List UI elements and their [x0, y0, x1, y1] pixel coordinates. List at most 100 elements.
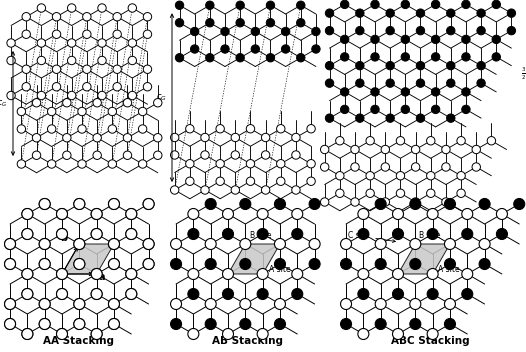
Polygon shape: [62, 244, 114, 274]
Circle shape: [39, 298, 50, 309]
Circle shape: [356, 79, 364, 87]
Circle shape: [74, 239, 85, 250]
Circle shape: [416, 26, 424, 35]
Circle shape: [138, 107, 147, 116]
Text: ABC Stacking: ABC Stacking: [391, 336, 469, 346]
Circle shape: [67, 4, 76, 12]
Circle shape: [186, 125, 194, 133]
Circle shape: [410, 239, 421, 250]
Circle shape: [356, 9, 364, 17]
Circle shape: [170, 258, 181, 270]
Circle shape: [371, 0, 379, 8]
Circle shape: [427, 228, 438, 239]
Circle shape: [143, 13, 151, 21]
Circle shape: [477, 62, 485, 70]
Text: B site: B site: [419, 231, 441, 240]
Circle shape: [492, 53, 500, 61]
Circle shape: [206, 19, 214, 27]
Circle shape: [386, 26, 394, 35]
Circle shape: [309, 239, 320, 250]
Circle shape: [442, 198, 450, 206]
Circle shape: [416, 114, 424, 122]
Circle shape: [22, 328, 33, 339]
Circle shape: [307, 177, 315, 186]
Circle shape: [401, 0, 410, 8]
Circle shape: [275, 298, 286, 309]
Circle shape: [222, 289, 234, 300]
Circle shape: [447, 9, 455, 17]
Circle shape: [205, 199, 216, 209]
Circle shape: [39, 239, 50, 250]
Circle shape: [91, 328, 102, 339]
Circle shape: [371, 53, 379, 61]
Circle shape: [427, 171, 435, 180]
Circle shape: [444, 298, 456, 309]
Circle shape: [366, 137, 375, 145]
Circle shape: [22, 289, 33, 300]
Circle shape: [83, 13, 91, 21]
Circle shape: [22, 208, 33, 220]
Circle shape: [416, 62, 424, 70]
Circle shape: [175, 19, 184, 27]
Circle shape: [98, 91, 106, 100]
Circle shape: [275, 258, 286, 270]
Circle shape: [386, 62, 394, 70]
Circle shape: [113, 83, 122, 91]
Circle shape: [431, 0, 440, 8]
Circle shape: [292, 208, 303, 220]
Circle shape: [257, 208, 268, 220]
Circle shape: [186, 159, 194, 168]
Circle shape: [427, 269, 438, 279]
Circle shape: [497, 228, 508, 239]
Circle shape: [143, 30, 151, 38]
Circle shape: [216, 177, 225, 186]
Circle shape: [216, 159, 225, 168]
Circle shape: [108, 107, 117, 116]
Circle shape: [108, 239, 119, 250]
Circle shape: [74, 199, 85, 209]
Circle shape: [108, 199, 119, 209]
Text: $\frac{1}{2}c_G$: $\frac{1}{2}c_G$: [0, 95, 7, 112]
Circle shape: [93, 99, 102, 107]
Circle shape: [74, 239, 85, 250]
Circle shape: [67, 39, 76, 47]
Circle shape: [358, 228, 369, 239]
Circle shape: [47, 160, 56, 168]
Circle shape: [7, 56, 15, 65]
Circle shape: [340, 105, 349, 114]
Circle shape: [17, 125, 26, 133]
Circle shape: [91, 208, 102, 220]
Circle shape: [63, 151, 71, 159]
Circle shape: [307, 159, 315, 168]
Circle shape: [309, 258, 320, 270]
Circle shape: [222, 328, 234, 339]
Circle shape: [170, 239, 181, 250]
Circle shape: [351, 198, 359, 206]
Circle shape: [462, 228, 473, 239]
Circle shape: [93, 133, 102, 142]
Circle shape: [52, 30, 60, 38]
Circle shape: [63, 133, 71, 142]
Circle shape: [39, 239, 50, 250]
Circle shape: [277, 125, 285, 133]
Circle shape: [56, 328, 67, 339]
Circle shape: [5, 239, 16, 250]
Circle shape: [479, 258, 490, 270]
Circle shape: [240, 239, 251, 250]
Circle shape: [56, 208, 67, 220]
Circle shape: [297, 54, 305, 62]
Circle shape: [507, 26, 515, 35]
Circle shape: [175, 1, 184, 10]
Circle shape: [126, 269, 137, 279]
Circle shape: [472, 145, 480, 154]
Circle shape: [457, 171, 466, 180]
Circle shape: [392, 228, 403, 239]
Circle shape: [190, 45, 199, 53]
Circle shape: [275, 239, 286, 250]
Circle shape: [126, 228, 137, 239]
Circle shape: [22, 30, 31, 38]
Circle shape: [340, 53, 349, 61]
Circle shape: [462, 53, 470, 61]
Circle shape: [143, 258, 154, 270]
Circle shape: [188, 328, 199, 339]
